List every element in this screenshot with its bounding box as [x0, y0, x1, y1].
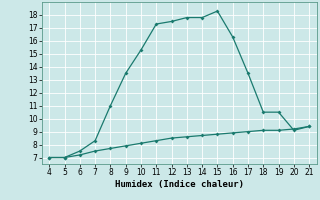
- X-axis label: Humidex (Indice chaleur): Humidex (Indice chaleur): [115, 180, 244, 189]
